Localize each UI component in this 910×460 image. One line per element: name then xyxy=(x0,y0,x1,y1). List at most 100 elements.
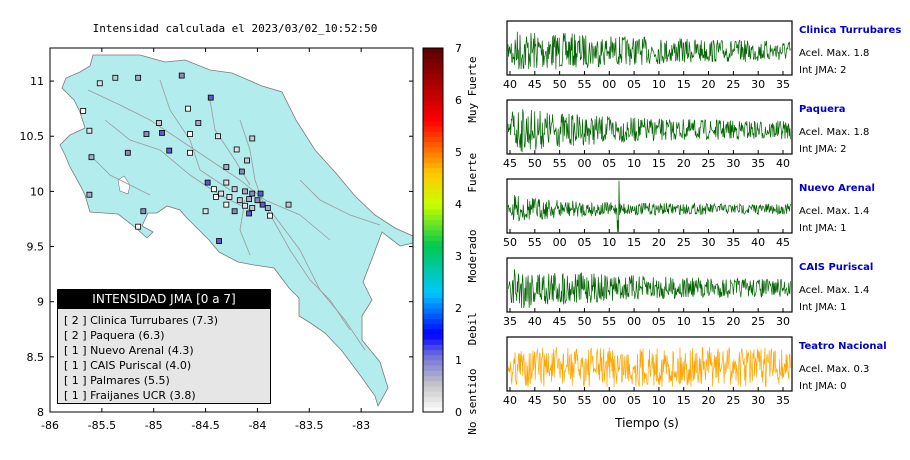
time-tick-label: 35 xyxy=(751,157,765,170)
colorbar-segment xyxy=(423,391,443,397)
station-marker xyxy=(166,147,173,154)
station-marker xyxy=(124,149,131,156)
station-name: Nuevo Arenal xyxy=(799,183,875,194)
accel-max: Acel. Max. 0.3 xyxy=(799,364,869,375)
colorbar-level-label: Moderado xyxy=(466,230,479,283)
colorbar-tick-label: 1 xyxy=(455,354,462,367)
station-marker xyxy=(207,94,214,101)
colorbar-level-label: No sentido xyxy=(466,368,479,434)
colorbar-segment xyxy=(423,365,443,371)
station-marker xyxy=(246,210,253,217)
time-tick-label: 45 xyxy=(528,78,542,91)
colorbar-segment xyxy=(423,126,443,132)
map-x-axis: -86 -85.5 -85 -84.5 -84 -83.5 -83 xyxy=(41,48,370,432)
station-marker xyxy=(264,205,271,211)
time-tick-label: 55 xyxy=(577,394,591,407)
colorbar-segment xyxy=(423,313,443,319)
colorbar-segment xyxy=(423,53,443,59)
colorbar-segment xyxy=(423,349,443,356)
colorbar-segment xyxy=(423,219,443,226)
station-marker xyxy=(216,238,222,244)
colorbar-segment xyxy=(423,157,443,163)
colorbar-segment xyxy=(423,375,443,382)
colorbar-segment xyxy=(423,214,443,221)
jma-intensity: Int JMA: 0 xyxy=(799,381,847,392)
colorbar-segment xyxy=(423,48,443,54)
time-tick-label: 15 xyxy=(652,157,666,170)
accel-max: Acel. Max. 1.8 xyxy=(799,127,869,138)
time-tick-label: 20 xyxy=(702,394,716,407)
time-tick-label: 40 xyxy=(776,157,790,170)
seismogram-trace xyxy=(507,347,791,388)
time-tick-label: 35 xyxy=(503,315,517,328)
colorbar-segment xyxy=(423,188,443,195)
time-tick-label: 00 xyxy=(553,236,567,249)
colorbar-segment xyxy=(423,115,443,122)
road xyxy=(94,159,151,196)
colorbar-segment xyxy=(423,401,443,408)
time-tick-label: 45 xyxy=(553,315,567,328)
station-marker xyxy=(86,191,93,198)
seismogram-panel: 35 40 45 50 55 00 05 10 15 20 25 30 CAIS Puriscal Ace… xyxy=(503,257,873,328)
road xyxy=(87,89,331,241)
time-tick-label: 50 xyxy=(528,157,542,170)
station-markers xyxy=(80,72,292,244)
colorbar-segment xyxy=(423,58,443,65)
road xyxy=(239,119,351,331)
station-marker xyxy=(86,127,93,134)
colorbar-segment xyxy=(423,297,443,304)
colorbar-segment xyxy=(423,256,443,262)
time-tick-label: 30 xyxy=(751,78,765,91)
time-tick-label: 15 xyxy=(702,315,716,328)
station-marker xyxy=(223,164,230,171)
station-marker xyxy=(249,205,256,211)
time-tick-label: 05 xyxy=(652,315,666,328)
x-tick-label: -85.5 xyxy=(88,419,116,432)
jma-intensity: Int JMA: 2 xyxy=(799,144,847,155)
station-marker xyxy=(96,80,103,87)
traces-xlabel: Tiempo (s) xyxy=(614,416,679,430)
time-tick-label: 55 xyxy=(602,315,616,328)
time-tick-label: 40 xyxy=(751,236,765,249)
colorbar-segment xyxy=(423,63,443,70)
map-frame xyxy=(49,47,414,413)
station-marker xyxy=(257,190,264,197)
colorbar-segment xyxy=(423,308,443,314)
colorbar-segment xyxy=(423,105,443,111)
time-tick-label: 30 xyxy=(726,157,740,170)
time-tick-label: 45 xyxy=(776,236,790,249)
colorbar-segment xyxy=(423,360,443,366)
legend-title: INTENSIDAD JMA [0 a 7] xyxy=(58,290,270,309)
time-tick-label: 40 xyxy=(503,394,517,407)
map-y-axis: 11 10.5 10 9.5 9 8.5 8 xyxy=(20,75,413,419)
legend-list: [ 2 ] Clinica Turrubares (7.3) [ 2 ] Paq… xyxy=(58,309,270,403)
colorbar-tick-label: 7 xyxy=(455,42,462,55)
time-tick-label: 10 xyxy=(627,157,641,170)
colorbar-segment xyxy=(423,120,443,127)
colorbar-segment xyxy=(423,245,443,252)
colorbar-segment xyxy=(423,74,443,80)
time-tick-label: 55 xyxy=(553,157,567,170)
station-marker xyxy=(185,105,191,112)
seismogram-trace xyxy=(507,269,791,309)
accel-max: Acel. Max. 1.4 xyxy=(799,206,869,217)
station-marker xyxy=(135,223,142,230)
legend-item: [ 1 ] Nuevo Arenal (4.3) xyxy=(64,344,194,357)
road xyxy=(104,119,251,211)
station-marker xyxy=(88,154,95,161)
colorbar-tick-label: 3 xyxy=(455,250,462,263)
x-tick-label: -85 xyxy=(145,419,163,432)
station-name: Teatro Nacional xyxy=(799,341,887,352)
x-tick-label: -84.5 xyxy=(191,419,219,432)
colorbar-segment xyxy=(423,240,443,247)
time-tick-label: 45 xyxy=(503,157,517,170)
time-tick-label: 00 xyxy=(602,394,616,407)
colorbar-segment xyxy=(423,339,443,345)
x-tick-label: -83 xyxy=(352,419,370,432)
time-tick-label: 20 xyxy=(677,157,691,170)
colorbar-segment xyxy=(423,89,443,96)
seismogram-trace xyxy=(507,31,791,70)
colorbar-tick-label: 6 xyxy=(455,94,462,107)
colorbar-segment xyxy=(423,178,443,184)
colorbar-segment xyxy=(423,84,443,91)
